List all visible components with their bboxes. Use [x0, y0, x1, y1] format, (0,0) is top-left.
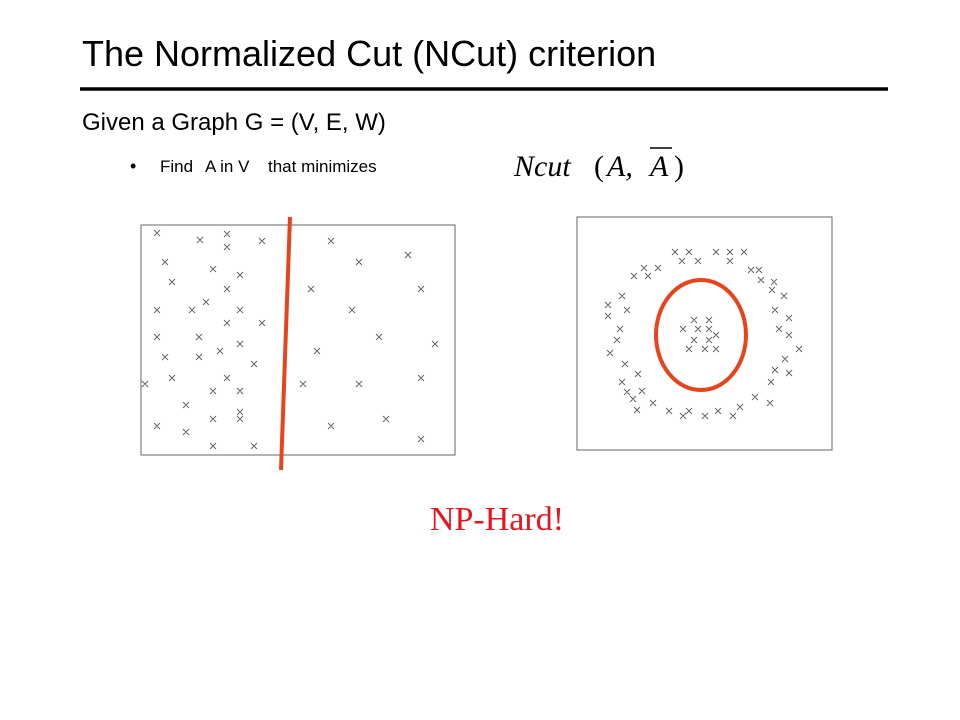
formula-paren: ): [674, 150, 684, 183]
left-panel: [140, 224, 456, 456]
formula: Ncut ( A, A ): [513, 147, 684, 183]
formula-function: Ncut: [513, 150, 571, 183]
formula-paren: (: [594, 150, 604, 183]
np-hard-note: NP-Hard!: [430, 501, 564, 538]
right-panel: [576, 216, 833, 451]
bullet-text: Find: [160, 157, 193, 176]
slide-title: The Normalized Cut (NCut) criterion: [82, 33, 656, 74]
formula-arg: A: [648, 150, 669, 183]
bullet-text: A in V: [205, 157, 250, 176]
cut-ellipse: [654, 278, 748, 392]
formula-arg: A,: [605, 150, 633, 183]
subtitle: Given a Graph G = (V, E, W): [82, 109, 386, 136]
bullet-text: that minimizes: [268, 157, 377, 176]
right-points: [604, 248, 803, 420]
cut-line: [279, 216, 292, 471]
bullet-dot: •: [130, 156, 136, 176]
left-points: [141, 229, 439, 450]
